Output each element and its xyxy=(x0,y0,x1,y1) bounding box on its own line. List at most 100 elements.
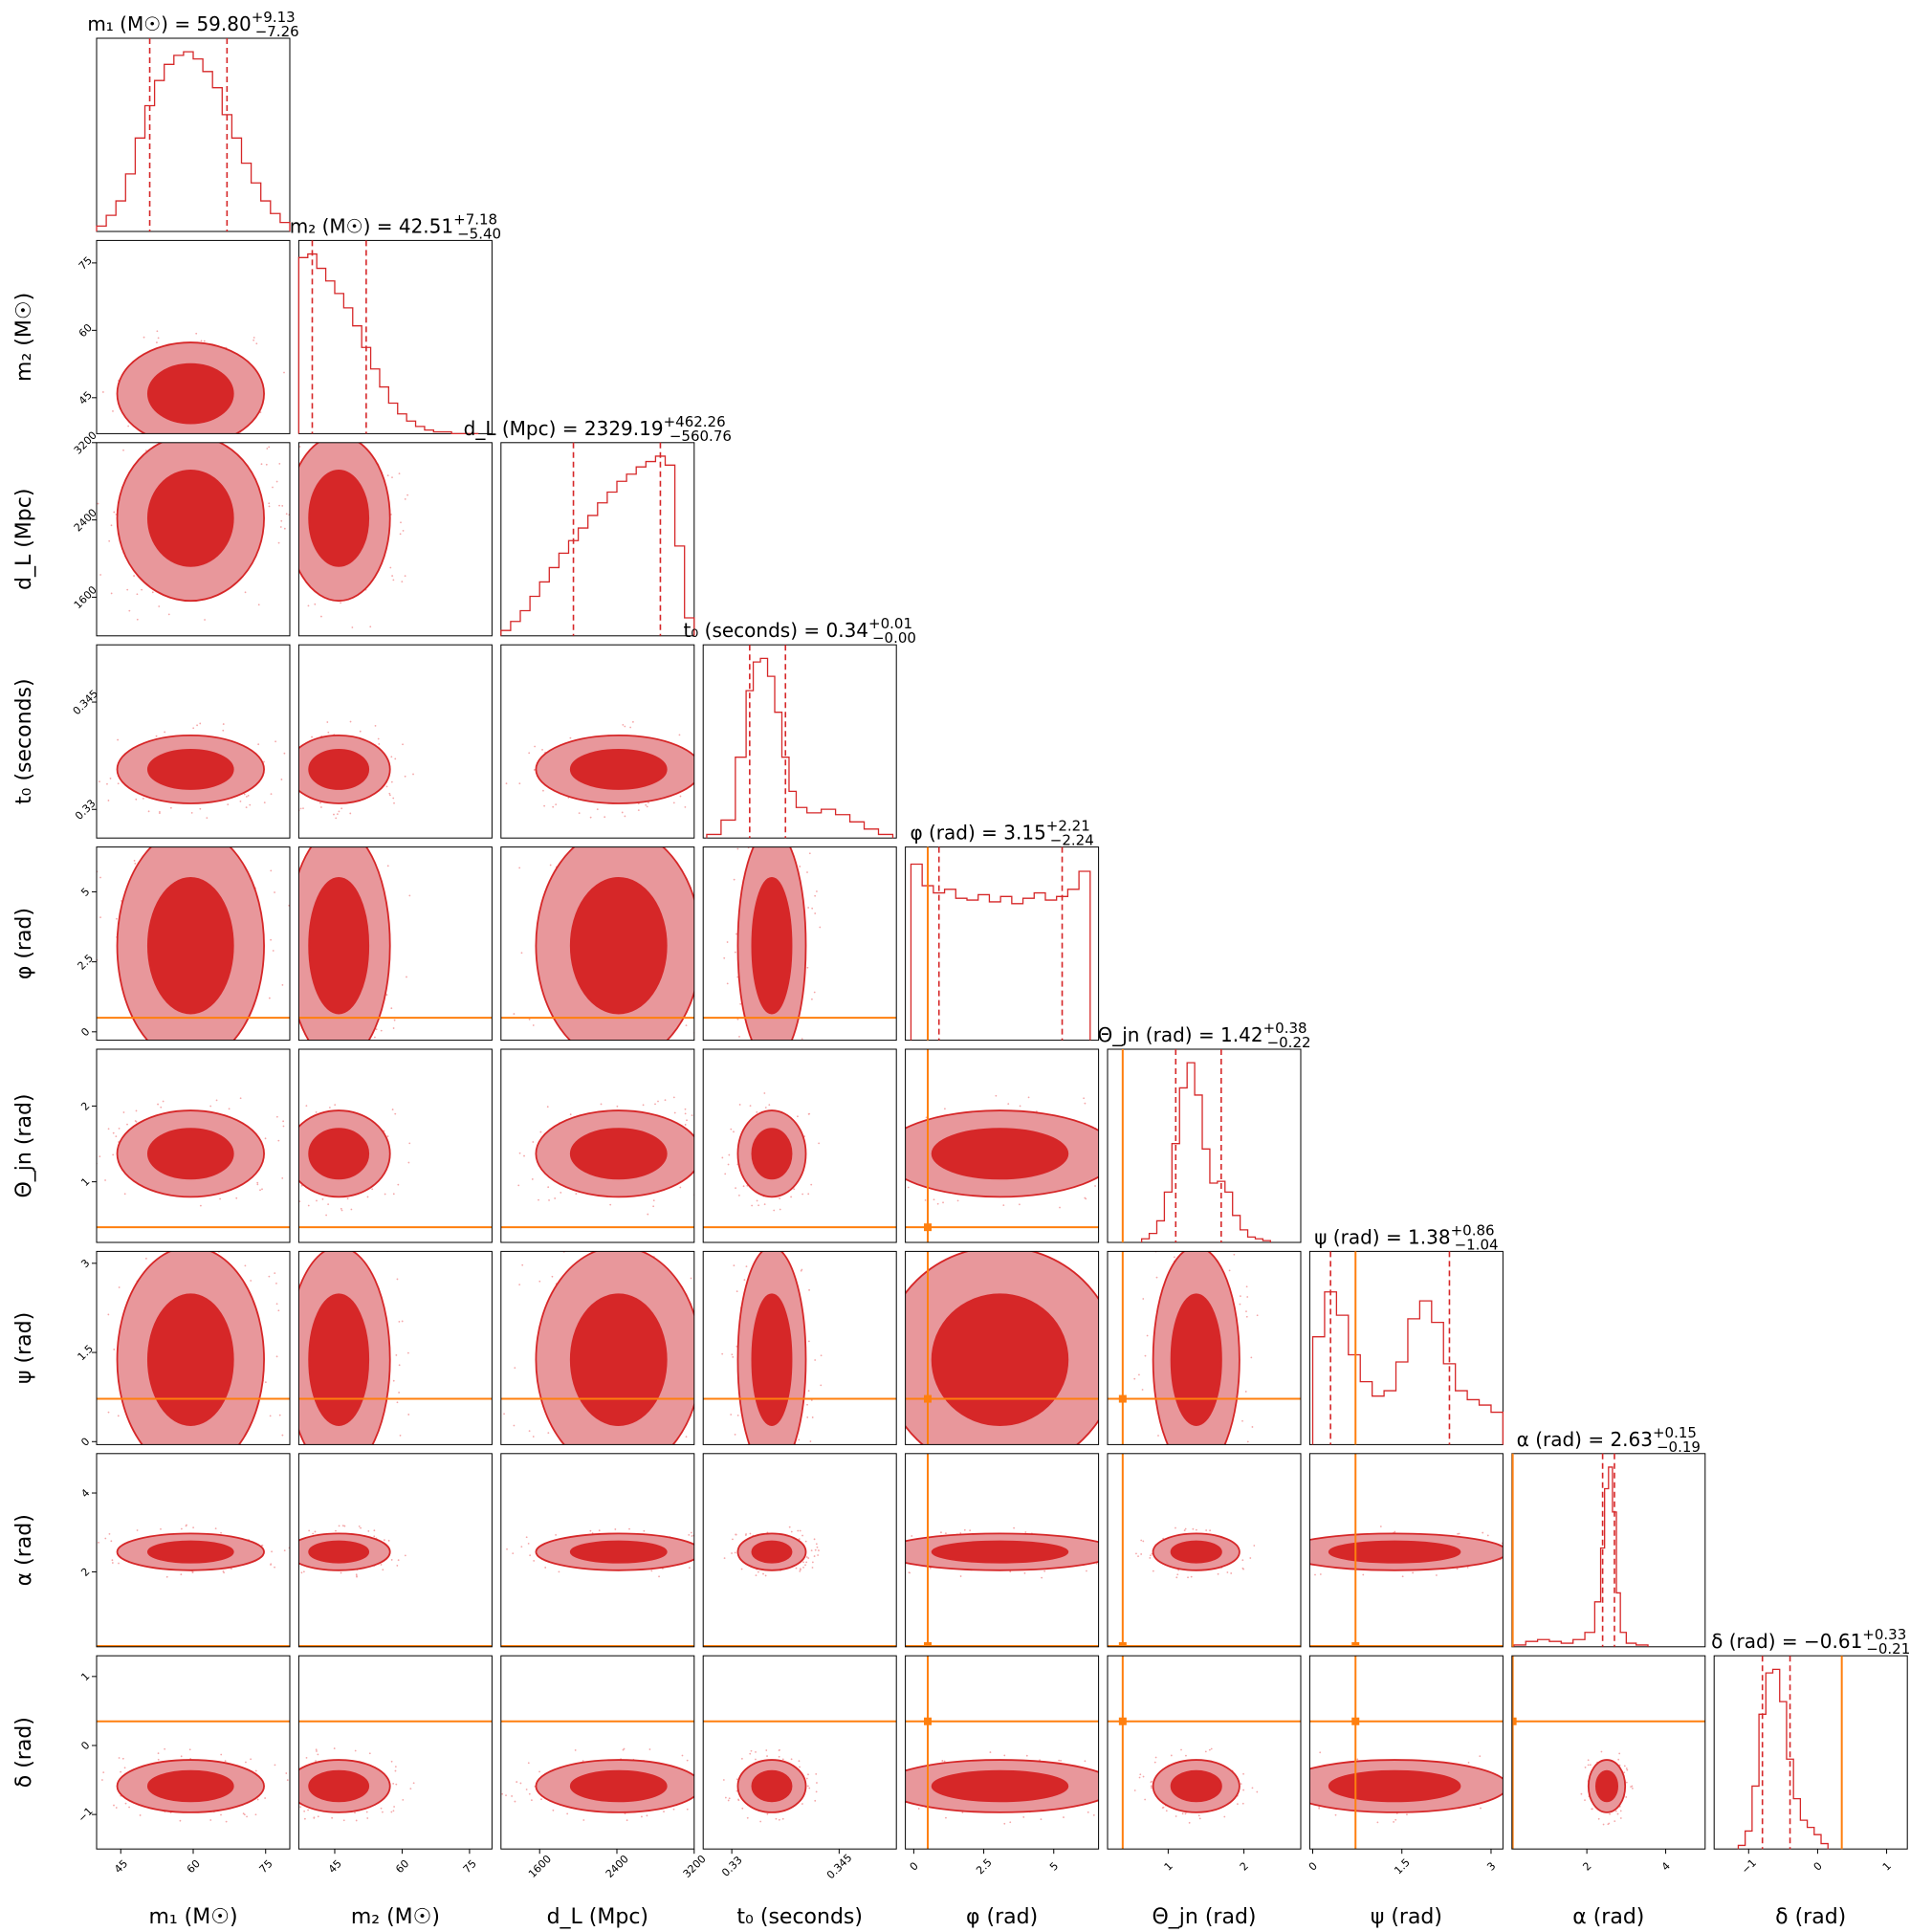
scatter-point xyxy=(1084,1102,1087,1105)
scatter-point xyxy=(781,1758,784,1761)
scatter-point xyxy=(532,1141,535,1143)
scatter-point xyxy=(1240,1783,1242,1786)
scatter-point xyxy=(302,807,304,810)
x-tick-label: 45 xyxy=(112,1857,130,1876)
scatter-point xyxy=(127,425,130,428)
scatter-point xyxy=(995,1094,998,1097)
scatter-point xyxy=(750,1749,753,1752)
scatter-point xyxy=(559,806,560,808)
scatter-point xyxy=(1125,1786,1127,1788)
scatter-point xyxy=(278,462,281,465)
scatter-point xyxy=(746,1816,749,1819)
scatter-point xyxy=(273,1164,274,1166)
x-axis-label-m1: m₁ (M☉) xyxy=(148,1905,237,1929)
scatter-point xyxy=(284,980,286,982)
y-axis-label-m2: m₂ (M☉) xyxy=(12,293,36,382)
scatter-point xyxy=(621,811,624,814)
scatter-point xyxy=(1625,1796,1628,1798)
scatter-point xyxy=(1140,1553,1143,1555)
x-tick-label: 0 xyxy=(1811,1859,1825,1873)
x-tick-label: 4 xyxy=(1659,1859,1673,1873)
scatter-point xyxy=(117,738,120,741)
scatter-point xyxy=(190,811,193,814)
scatter-point xyxy=(274,1566,275,1569)
scatter-point xyxy=(89,416,91,418)
scatter-point xyxy=(1253,1545,1256,1547)
scatter-point xyxy=(285,450,287,452)
scatter-point xyxy=(245,1761,247,1764)
scatter-point xyxy=(1009,1821,1012,1824)
scatter-point xyxy=(331,1816,334,1819)
scatter-point xyxy=(1131,1180,1132,1182)
contour-panel-phi-psi xyxy=(878,1250,1100,1445)
scatter-point xyxy=(222,723,225,725)
contour-inner xyxy=(1170,1769,1222,1803)
scatter-point xyxy=(1602,1823,1605,1826)
scatter-point xyxy=(98,1541,99,1544)
y-tick-label: 1 xyxy=(78,1175,92,1189)
scatter-point xyxy=(709,1535,711,1537)
scatter-point xyxy=(811,1567,814,1569)
scatter-point xyxy=(296,764,297,766)
scatter-point xyxy=(274,1335,276,1337)
scatter-point xyxy=(646,1814,648,1817)
scatter-point xyxy=(776,1069,778,1071)
scatter-point xyxy=(335,1529,337,1532)
scatter-point xyxy=(942,1201,944,1204)
scatter-point xyxy=(709,1788,711,1789)
panel-frame xyxy=(500,644,695,839)
scatter-point xyxy=(269,1415,272,1417)
scatter-point xyxy=(111,1562,114,1564)
scatter-point xyxy=(187,1224,189,1226)
scatter-point xyxy=(1271,1538,1273,1540)
scatter-point xyxy=(337,1060,339,1062)
scatter-point xyxy=(1184,1812,1187,1815)
scatter-point xyxy=(283,1540,285,1542)
panel-frame xyxy=(297,1453,493,1648)
scatter-point xyxy=(878,1353,880,1355)
scatter-point xyxy=(815,1772,818,1775)
scatter-point xyxy=(738,1104,741,1106)
scatter-point xyxy=(102,1771,105,1774)
scatter-point xyxy=(282,1777,284,1779)
scatter-point xyxy=(1085,1197,1087,1200)
scatter-point xyxy=(801,1193,804,1196)
scatter-point xyxy=(549,864,552,867)
scatter-point xyxy=(271,1550,273,1553)
scatter-point xyxy=(1228,1269,1231,1272)
scatter-point xyxy=(739,1002,742,1005)
scatter-point xyxy=(1486,1534,1489,1537)
scatter-point xyxy=(111,1559,114,1562)
scatter-point xyxy=(293,842,295,844)
scatter-point xyxy=(394,1769,397,1772)
scatter-point xyxy=(672,1808,675,1811)
scatter-point xyxy=(1133,1131,1135,1132)
scatter-point xyxy=(1041,1576,1043,1579)
scatter-point xyxy=(1394,1530,1396,1533)
scatter-point xyxy=(243,455,245,457)
scatter-point xyxy=(698,1194,700,1196)
scatter-point xyxy=(806,1416,809,1418)
scatter-point xyxy=(684,805,687,808)
scatter-point xyxy=(523,1154,525,1157)
scatter-point xyxy=(374,724,377,727)
scatter-point xyxy=(929,1567,932,1570)
scatter-point xyxy=(1334,1813,1337,1816)
scatter-point xyxy=(292,1536,294,1538)
scatter-point xyxy=(196,724,198,727)
scatter-point xyxy=(275,1341,277,1343)
scatter-point xyxy=(158,605,161,607)
hist-panel-m1: m₁ (M☉) = 59.80+9.13 −7.26 xyxy=(87,9,299,232)
scatter-point xyxy=(315,841,317,843)
scatter-point xyxy=(799,1568,801,1570)
scatter-point xyxy=(249,803,252,806)
scatter-point xyxy=(538,1770,540,1773)
scatter-point xyxy=(1175,1815,1177,1817)
scatter-point xyxy=(167,613,170,616)
scatter-point xyxy=(1482,1531,1484,1534)
contour-panel-m1-m2 xyxy=(89,239,291,457)
scatter-point xyxy=(897,1768,899,1770)
scatter-point xyxy=(263,760,265,763)
scatter-point xyxy=(126,588,129,591)
scatter-point xyxy=(1623,1771,1626,1774)
